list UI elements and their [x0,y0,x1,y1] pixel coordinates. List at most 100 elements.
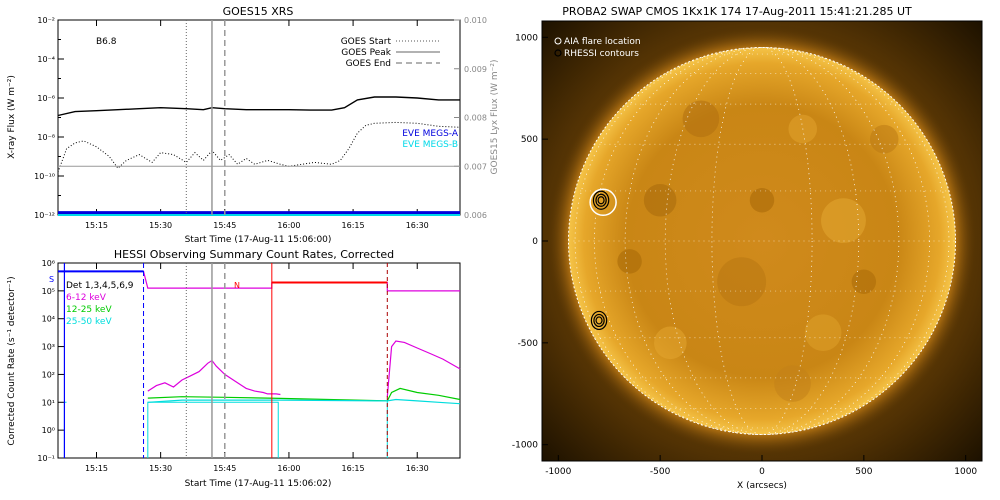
legend-eve-megs-b: EVE MEGS-B [402,140,458,150]
rhessi-contour [595,316,603,325]
hessi-y-label: Corrected Count Rate (s⁻¹ detector⁻¹) [7,276,17,445]
goes-plot-frame [57,19,461,216]
legend-25-50-kev: 25-50 keV [66,317,112,327]
swap-x-tick-label: -500 [650,467,671,477]
solar-texture [774,365,811,402]
hessi-6-12-line [147,359,281,396]
hessi-y-tick-label: 10² [42,370,55,379]
rhessi-contour [592,190,610,210]
solar-texture [851,269,877,294]
hessi-6-12-post-line [386,340,461,397]
swap-y-tick-label: 0 [532,237,538,247]
hessi-x-tick-label: 16:30 [406,464,429,473]
legend-goes-end: GOES End [346,59,391,69]
grid-longitude [574,47,950,435]
solar-texture [682,100,720,138]
swap-y-tick-label: 1000 [515,33,538,43]
heliographic-grid [568,47,956,435]
swap-image-panel: PROBA2 SWAP CMOS 1Kx1K 174 17-Aug-2011 1… [512,5,983,491]
hessi-event-markers [63,263,388,458]
hessi-title: HESSI Observing Summary Count Rates, Cor… [114,248,394,261]
hessi-plot-frame [57,262,461,459]
hessi-12-25-line [147,387,461,402]
legend-goes-peak: GOES Peak [341,48,391,58]
legend-goes-start: GOES Start [341,37,392,47]
goes-title: GOES15 XRS [223,5,294,18]
hessi-y-tick-label: 10⁴ [42,315,55,324]
goes-x-label: Start Time (17-Aug-11 15:06:00) [185,235,332,245]
hessi-flag-s: S [49,275,54,284]
legend-6-12-kev: 6-12 keV [66,293,107,303]
hessi-y-tick-label: 10⁻¹ [37,454,55,463]
hessi-y-tick-label: 10⁰ [42,426,55,435]
rhessi-contour [590,310,608,331]
legend-rhessi-contours: RHESSI contours [564,49,639,59]
goes-event-markers [185,20,226,215]
goes-legend: GOES Start GOES Peak GOES End EVE MEGS-A… [341,37,459,150]
rhessi-contour [595,193,607,207]
solar-texture [617,249,642,274]
solar-texture [643,183,677,217]
goes-y-right-tick-label: 0.007 [464,162,487,171]
goes-x-tick-label: 15:15 [85,221,108,230]
solar-texture [654,326,687,360]
goes-y-right-tick-label: 0.008 [464,114,487,123]
hessi-x-tick-label: 16:00 [277,464,300,473]
aia-flare-circle [589,188,617,217]
goes-y-tick-label: 10⁻¹⁰ [34,172,55,181]
solar-texture [821,198,866,244]
goes-y-right-tick-label: 0.006 [464,211,487,220]
hessi-y-axis: 10⁻¹ 10⁰ 10¹ 10² 10³ 10⁴ 10⁵ 10⁶ [37,259,64,463]
swap-x-label: X (arcsecs) [737,481,787,491]
solar-texture [749,188,775,213]
solar-texture [869,124,899,154]
goes-class-label: B6.8 [96,37,117,47]
hessi-y-tick-label: 10⁵ [42,287,55,296]
goes-y-tick-label: 10⁻⁸ [37,133,55,142]
goes-short-channel-line [57,121,461,173]
hessi-panel: HESSI Observing Summary Count Rates, Cor… [7,248,461,489]
swap-x-tick-label: 500 [855,467,872,477]
hessi-25-50-line [147,398,461,405]
grid-longitude [594,47,930,435]
swap-x-tick-label: -1000 [545,467,571,477]
hessi-y-tick-label: 10³ [42,343,55,352]
goes-y-tick-label: 10⁻⁶ [37,94,55,103]
goes-y-axis: 10⁻¹² 10⁻¹⁰ 10⁻⁸ 10⁻⁶ 10⁻⁴ 10⁻² [34,16,64,220]
hessi-detectors-label: Det 1,3,4,5,6,9 [66,281,134,291]
rhessi-contour [597,196,605,205]
swap-y-tick-label: 500 [521,135,538,145]
hessi-y-tick-label: 10⁶ [42,259,55,268]
goes-x-tick-label: 16:00 [277,221,300,230]
aia-legend-marker [554,37,562,45]
swap-x-axis: -1000 -500 0 500 1000 [545,455,977,477]
grid-longitude [711,47,813,435]
hessi-x-axis: 15:15 15:30 15:45 16:00 16:15 16:30 [85,263,429,473]
goes-series-group [57,96,461,216]
hessi-x-tick-label: 15:15 [85,464,108,473]
hessi-legend: Det 1,3,4,5,6,9 6-12 keV 12-25 keV 25-50… [66,281,134,327]
goes-x-tick-label: 16:30 [406,221,429,230]
rhessi-legend-marker [554,49,562,57]
hessi-y-tick-label: 10¹ [42,398,55,407]
goes-y-right-tick-label: 0.010 [464,16,487,25]
grid-longitude [624,47,900,435]
swap-image [545,24,979,458]
hessi-x-tick-label: 16:15 [342,464,365,473]
goes-x-axis: 15:15 15:30 15:45 16:00 16:15 16:30 [85,20,429,230]
hessi-series-group [58,270,461,458]
hessi-flag-n: N [234,281,240,290]
swap-legend: AIA flare location RHESSI contours [554,37,641,59]
goes-y-right-tick-label: 0.009 [464,65,487,74]
legend-eve-megs-a: EVE MEGS-A [402,129,459,139]
solar-limb [567,46,957,436]
hessi-x-tick-label: 15:45 [213,464,236,473]
solar-texture [717,257,767,307]
swap-y-tick-label: -1000 [512,441,538,451]
rhessi-contour [593,313,605,328]
swap-y-axis: -1000 -500 0 500 1000 [512,33,548,451]
hessi-x-tick-label: 15:30 [149,464,172,473]
hessi-25-50-block-left [147,401,279,458]
goes-y-tick-label: 10⁻² [37,16,55,25]
goes-x-tick-label: 16:15 [342,221,365,230]
